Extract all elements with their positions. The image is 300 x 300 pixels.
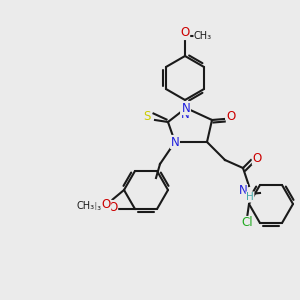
Text: CH₃: CH₃ (77, 201, 95, 211)
Text: O: O (226, 110, 236, 124)
Text: O: O (108, 201, 118, 214)
Text: O: O (101, 197, 111, 211)
Text: CH₃: CH₃ (84, 202, 102, 212)
Text: O: O (180, 26, 190, 40)
Text: CH₃: CH₃ (194, 31, 212, 41)
Text: N: N (171, 136, 179, 148)
Text: N: N (182, 101, 190, 115)
Text: O: O (252, 152, 262, 164)
Text: H: H (246, 192, 254, 202)
Text: S: S (143, 110, 151, 122)
Text: N: N (181, 107, 189, 121)
Text: Cl: Cl (241, 217, 253, 230)
Text: N: N (238, 184, 247, 197)
